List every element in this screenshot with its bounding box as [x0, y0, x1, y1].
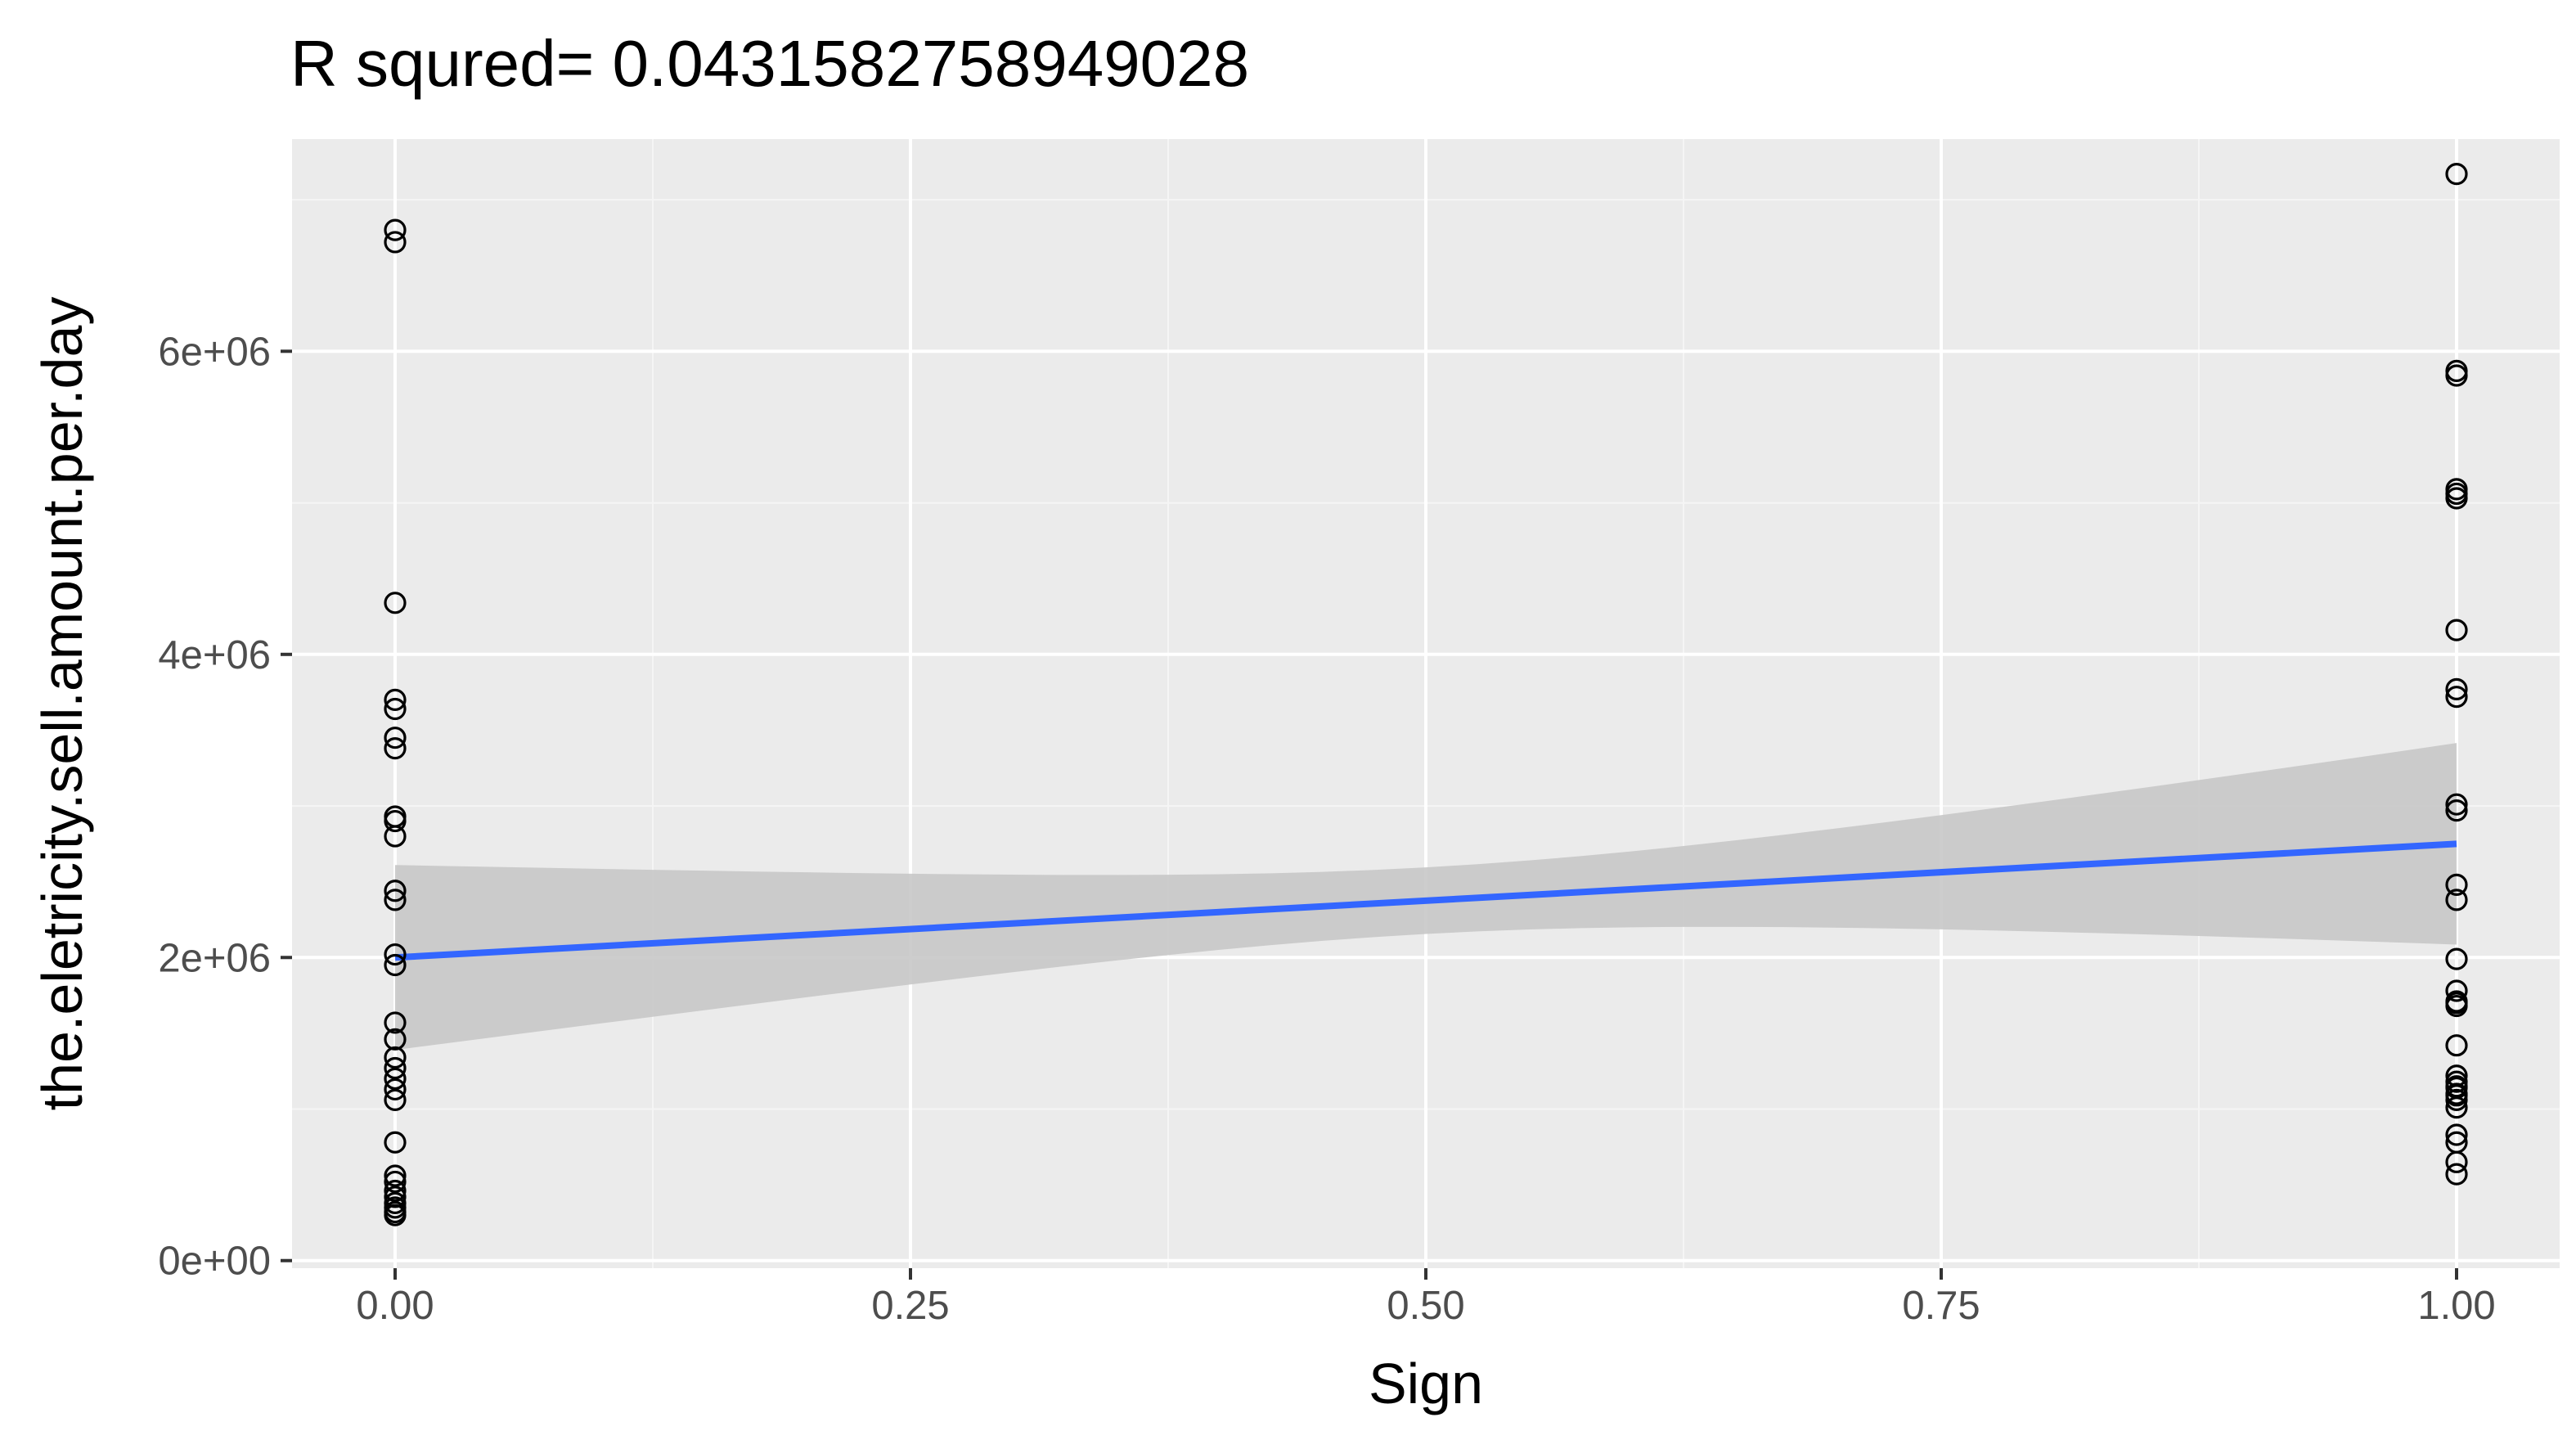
data-point: [2445, 1163, 2468, 1186]
x-tick-label: 0.50: [1387, 1284, 1464, 1328]
data-point: [384, 1131, 407, 1154]
data-point: [2445, 1075, 2468, 1098]
x-tick-label: 0.75: [1902, 1284, 1980, 1328]
major-gridlines: [292, 139, 2560, 1268]
data-point: [384, 825, 407, 848]
data-point: [384, 231, 407, 254]
y-tick-label: 2e+06: [158, 936, 271, 980]
data-point: [384, 1164, 407, 1187]
data-point: [384, 697, 407, 721]
data-point: [384, 1078, 407, 1101]
data-point: [2445, 799, 2468, 822]
data-point: [384, 943, 407, 966]
x-tick-label: 0.00: [356, 1284, 434, 1328]
data-point: [384, 889, 407, 911]
x-tick-label: 1.00: [2417, 1284, 2495, 1328]
chart-title: R squred= 0.0431582758949028: [290, 27, 1249, 100]
data-point: [2445, 686, 2468, 709]
data-point: [2445, 677, 2468, 701]
data-point: [2445, 947, 2468, 970]
data-point: [2445, 873, 2468, 896]
data-point: [2445, 1084, 2468, 1107]
x-tick-label: 0.25: [871, 1284, 949, 1328]
y-tick-label: 0e+00: [158, 1240, 271, 1284]
data-point: [384, 1067, 407, 1091]
x-axis-ticks: 0.00 0.25 0.50 0.75 1.00: [356, 1268, 2496, 1328]
data-point: [384, 880, 407, 902]
data-point: [2445, 619, 2468, 641]
data-point: [384, 1179, 407, 1203]
data-point: [384, 1046, 407, 1069]
data-point: [384, 1011, 407, 1034]
data-point: [384, 1028, 407, 1051]
data-point: [384, 1186, 407, 1208]
data-point: [2445, 1123, 2468, 1146]
data-point: [384, 1204, 407, 1226]
data-point: [384, 809, 407, 833]
y-axis-ticks: 0e+00 2e+06 4e+06 6e+06: [158, 330, 292, 1284]
y-axis-title: the.eletricity.sell.amount.per.day: [30, 297, 94, 1111]
data-point: [384, 1088, 407, 1111]
data-point: [2445, 1096, 2468, 1119]
regression-line: [394, 840, 2457, 961]
data-point: [384, 953, 407, 977]
data-point: [2445, 163, 2468, 186]
y-tick-label: 4e+06: [158, 633, 271, 677]
data-point: [384, 688, 407, 711]
data-points: [384, 163, 2468, 1226]
data-point: [2445, 889, 2468, 911]
data-point: [2445, 487, 2468, 510]
data-point: [2445, 1034, 2468, 1057]
data-point: [384, 727, 407, 749]
data-point: [384, 218, 407, 241]
data-point: [2445, 1150, 2468, 1173]
data-point: [384, 592, 407, 614]
data-point: [2445, 992, 2468, 1015]
data-point: [2445, 793, 2468, 816]
data-point: [2445, 979, 2468, 1002]
data-point: [2445, 364, 2468, 387]
y-tick-label: 6e+06: [158, 330, 271, 374]
data-point: [384, 1056, 407, 1080]
data-point: [384, 737, 407, 760]
data-point: [384, 1170, 407, 1194]
confidence-ribbon: [395, 743, 2457, 1051]
x-axis-title: Sign: [1369, 1352, 1483, 1415]
